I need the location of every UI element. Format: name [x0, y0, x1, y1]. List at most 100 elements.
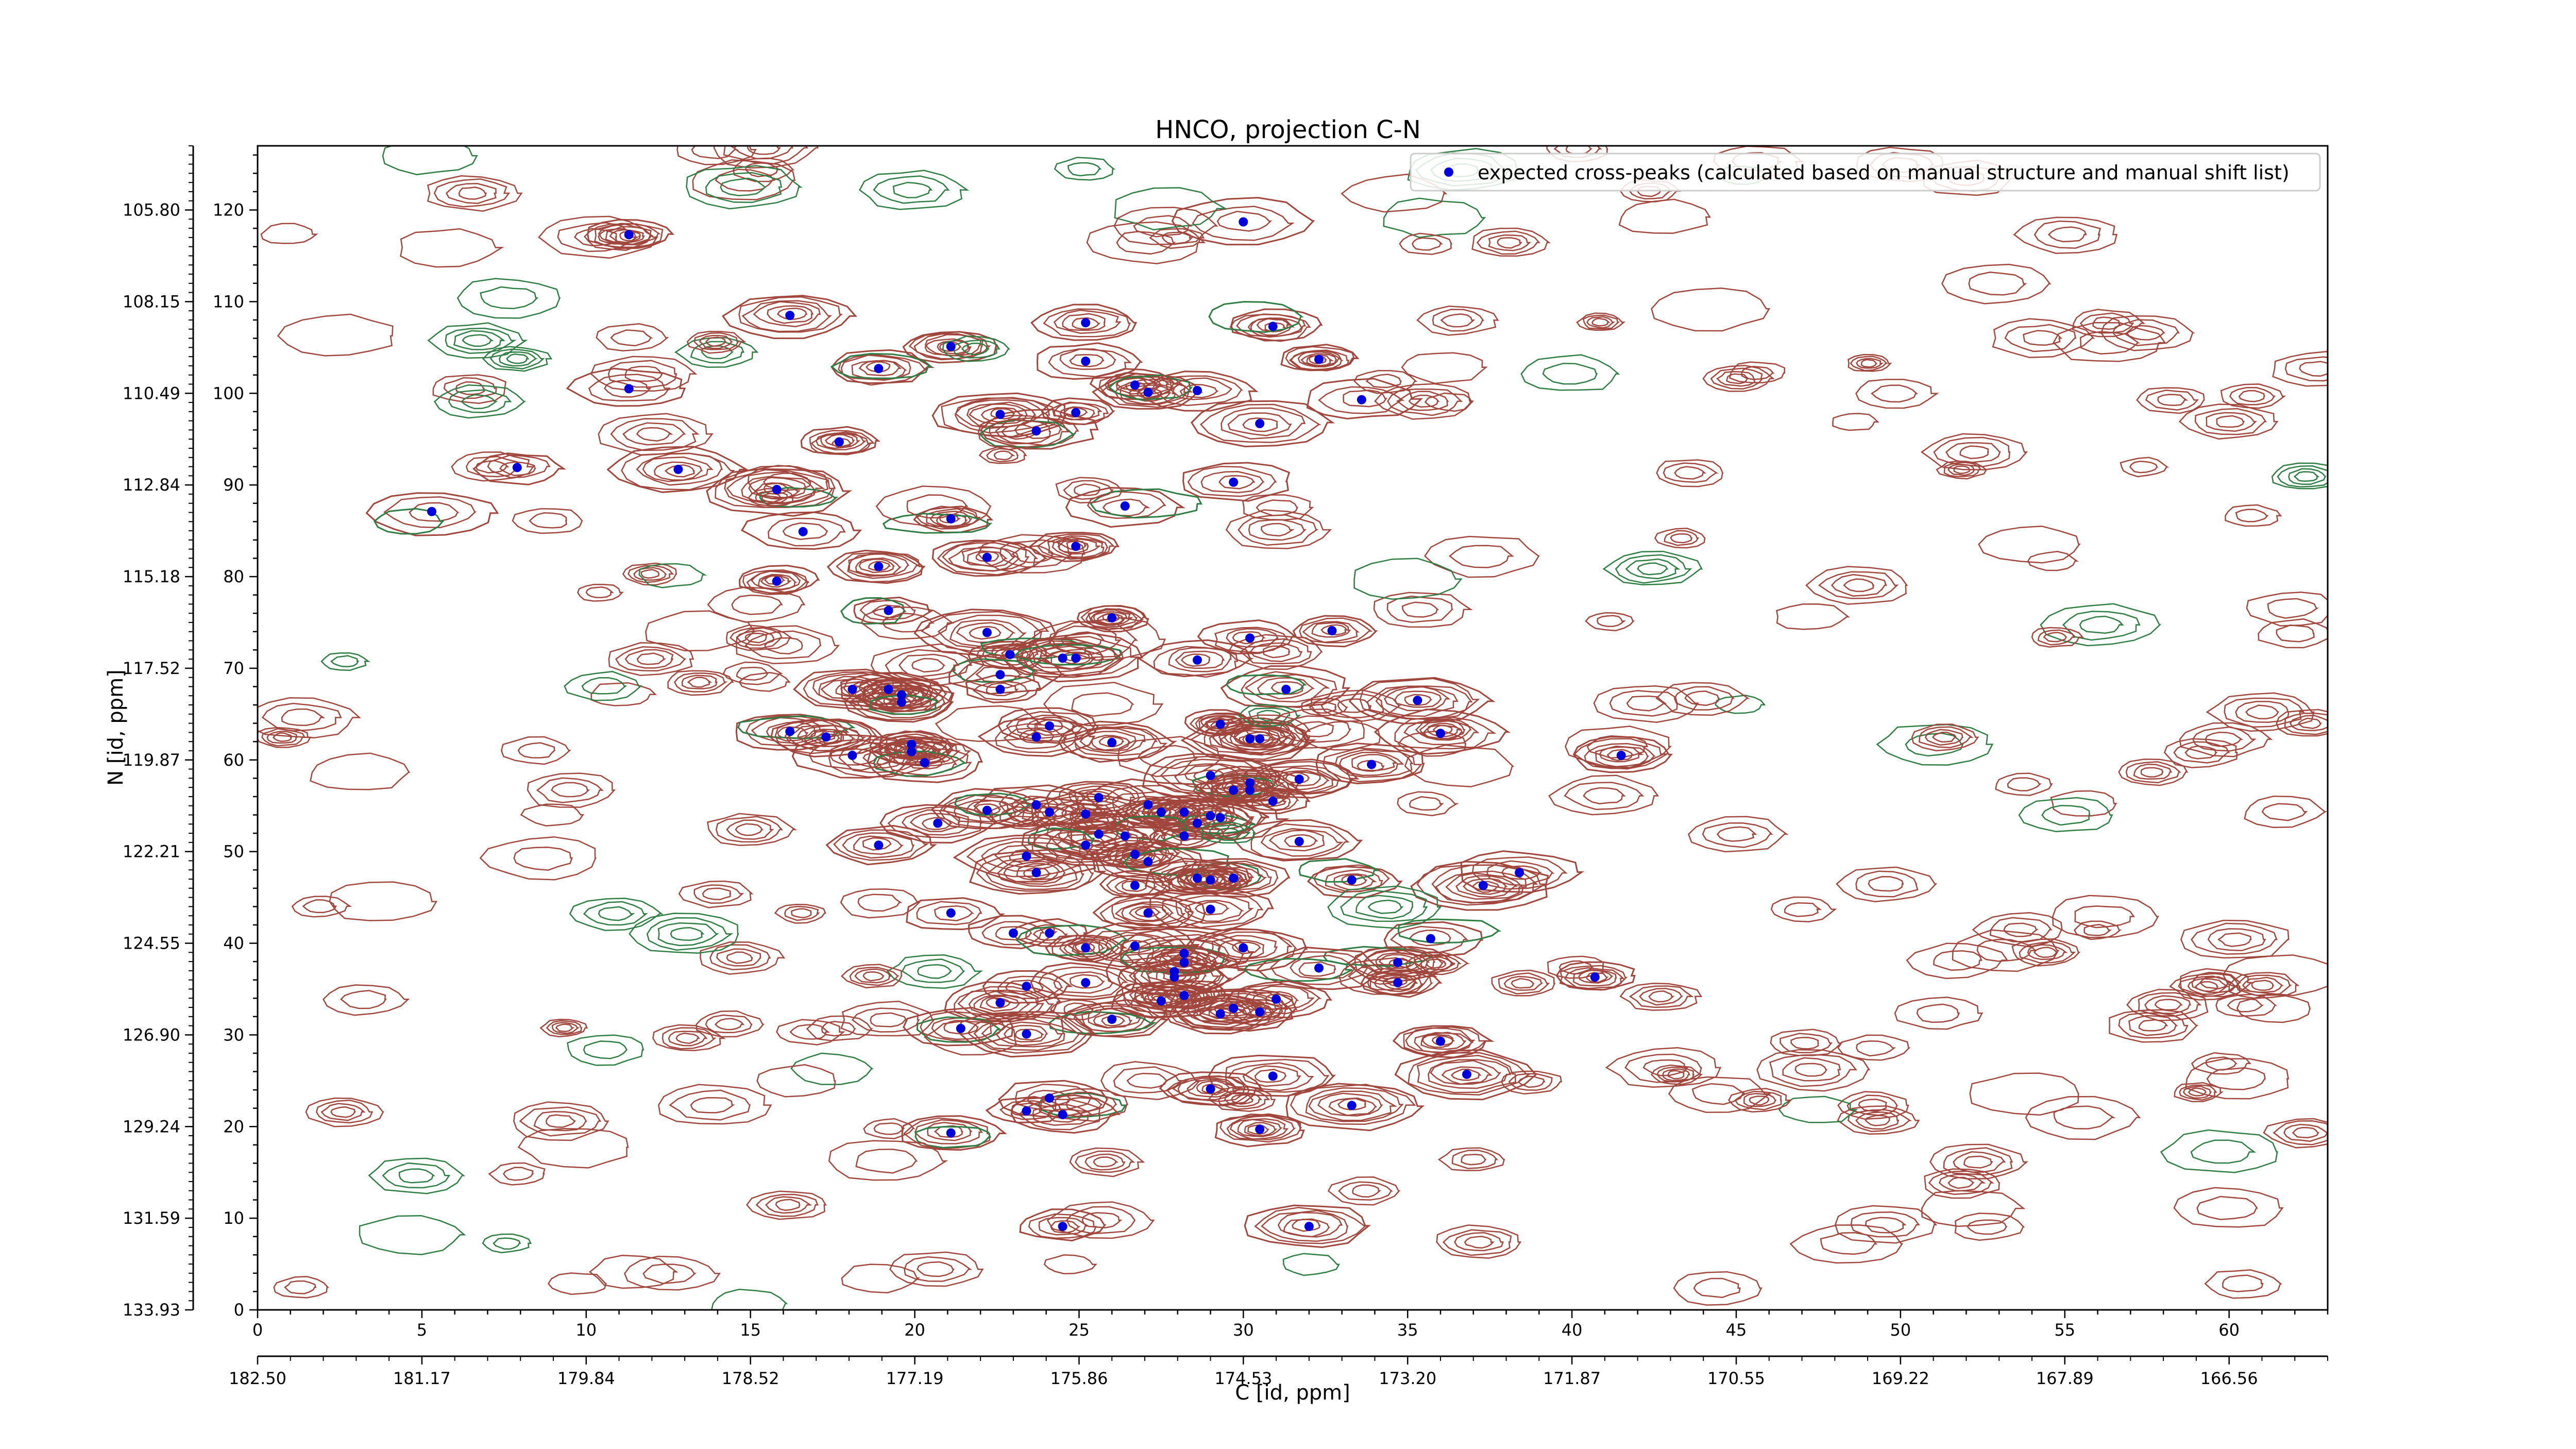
- contour-line: [1401, 352, 1488, 384]
- contour-line: [1586, 316, 1616, 329]
- contour-line: [2157, 394, 2189, 406]
- expected-peak-marker: [1436, 1036, 1445, 1046]
- contour-line: [1789, 1224, 1904, 1264]
- contour-line: [2129, 460, 2159, 474]
- expected-peak-marker: [1245, 633, 1255, 643]
- contour-line: [527, 772, 616, 808]
- contour-line: [725, 625, 793, 651]
- contour-line: [1087, 816, 1110, 826]
- contour-line: [1055, 477, 1124, 504]
- contour-line: [1894, 997, 1984, 1030]
- expected-peak-marker: [1347, 875, 1357, 885]
- contour-line: [1266, 709, 1365, 749]
- contour-line: [1450, 1068, 1482, 1081]
- contour-line: [1403, 719, 1480, 746]
- contour-line: [2079, 312, 2134, 334]
- negative-contour-line: [427, 322, 528, 359]
- contour-line: [1170, 829, 1199, 841]
- contour-line: [1626, 695, 1667, 712]
- contour-line: [736, 666, 769, 681]
- contour-line: [2206, 412, 2257, 432]
- expected-peak-marker: [1436, 729, 1445, 738]
- contour-line: [2245, 704, 2280, 720]
- contour-line: [2138, 992, 2202, 1017]
- contour-line: [657, 1084, 772, 1125]
- contour-line: [1149, 886, 1274, 932]
- contour-line: [738, 671, 791, 692]
- x-ppm-tick-label: 181.17: [393, 1369, 451, 1388]
- contour-line: [1945, 442, 2001, 464]
- expected-peak-marker: [673, 464, 683, 474]
- contour-line: [1834, 1205, 1938, 1244]
- contour-line: [1069, 354, 1105, 367]
- contour-line: [916, 901, 982, 925]
- contour-line: [1805, 566, 1908, 605]
- contour-line: [1209, 723, 1295, 754]
- expected-peak-marker: [1156, 996, 1166, 1006]
- contour-line: [862, 837, 892, 851]
- contour-line: [957, 989, 1045, 1020]
- contour-line: [716, 816, 784, 843]
- contour-line: [1134, 906, 1162, 918]
- contour-line: [365, 492, 499, 536]
- contour-line: [986, 856, 1085, 890]
- contour-line: [1226, 628, 1279, 648]
- contour-line: [1217, 939, 1265, 959]
- contour-line: [645, 610, 756, 651]
- x-index-tick-label: 5: [417, 1320, 427, 1340]
- expected-peak-marker: [1179, 807, 1189, 817]
- contour-line: [1036, 342, 1143, 380]
- contour-line: [1969, 1072, 2079, 1116]
- contour-line: [1432, 1035, 1455, 1046]
- contour-line: [681, 675, 718, 689]
- contour-line: [323, 984, 410, 1016]
- negative-contour-line: [1327, 885, 1442, 929]
- contour-line: [1298, 961, 1336, 977]
- contour-line: [1989, 917, 2053, 943]
- contour-line: [924, 334, 981, 357]
- contour-line: [1003, 861, 1066, 885]
- contour-line: [1244, 985, 1315, 1010]
- contour-line: [1169, 377, 1232, 400]
- contour-line: [1414, 953, 1462, 974]
- contour-line: [1069, 1147, 1145, 1177]
- contour-line: [669, 1089, 751, 1121]
- negative-contour-line: [1067, 162, 1102, 177]
- contour-line: [1850, 356, 1888, 372]
- y-index-tick-label: 90: [223, 475, 244, 495]
- expected-peak-marker: [1193, 385, 1202, 395]
- y-index-tick-label: 50: [223, 842, 244, 862]
- contour-line: [1114, 378, 1189, 406]
- contour-line: [1005, 980, 1044, 995]
- x-ppm-tick-label: 179.84: [557, 1369, 615, 1388]
- contour-line: [1093, 1156, 1119, 1168]
- expected-peak-marker: [1393, 978, 1403, 987]
- contour-line: [1003, 727, 1067, 750]
- contour-line: [995, 723, 1079, 753]
- negative-contour-line: [690, 341, 744, 364]
- contour-line: [715, 169, 775, 192]
- contour-line: [260, 223, 318, 244]
- contour-line: [2236, 994, 2311, 1023]
- contour-line: [1374, 974, 1418, 992]
- contour-line: [1572, 969, 1617, 987]
- contour-line: [956, 622, 1016, 643]
- contour-line: [609, 229, 645, 243]
- contour-line: [968, 915, 1058, 950]
- contour-line: [1498, 972, 1550, 995]
- contour-line: [2007, 777, 2042, 791]
- contour-line: [1432, 724, 1453, 735]
- contour-line: [1491, 969, 1556, 997]
- x-index-tick-label: 15: [740, 1320, 761, 1340]
- contour-line: [1047, 1108, 1084, 1123]
- expected-peak-marker: [1304, 1222, 1314, 1232]
- y-index-axis: 0 10 20 30 40 50 60 70 80 90 100 110 120: [213, 154, 258, 1320]
- contour-line: [986, 997, 1012, 1009]
- contour-line: [1404, 694, 1433, 706]
- contour-line: [1327, 1176, 1401, 1206]
- contour-line: [761, 493, 782, 503]
- contour-line: [1218, 1089, 1270, 1110]
- contour-line: [1952, 929, 2060, 972]
- contour-line: [432, 374, 506, 404]
- negative-contour-line: [564, 670, 642, 701]
